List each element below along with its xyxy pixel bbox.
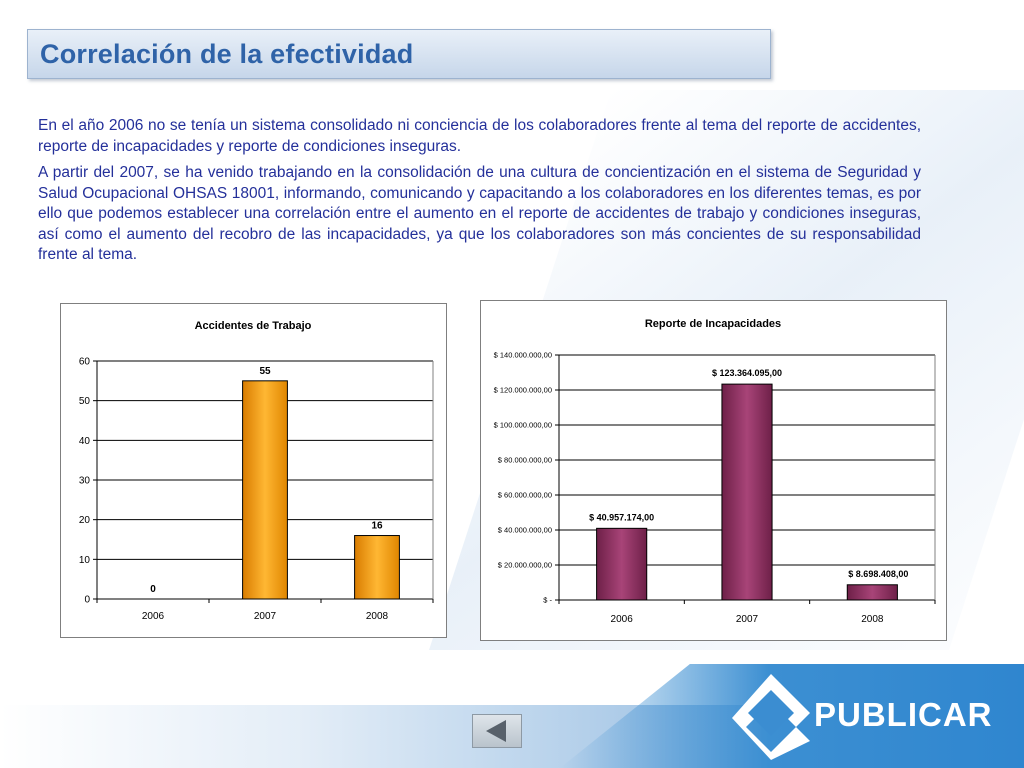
- logo-text: PUBLICAR: [814, 696, 993, 733]
- x-tick-label-2008: 2008: [861, 614, 884, 625]
- y-tick-label: $ 60.000.000,00: [498, 491, 552, 500]
- bar-2008: [354, 535, 400, 600]
- publicar-logo: PUBLICAR: [726, 668, 1006, 763]
- data-label-2006: $ 40.957.174,00: [589, 512, 654, 522]
- data-label-2008: $ 8.698.408,00: [848, 569, 908, 579]
- y-tick-label: $ 100.000.000,00: [494, 421, 552, 430]
- title-bar: Correlación de la efectividad: [27, 29, 771, 79]
- x-tick-label-2008: 2008: [366, 611, 389, 622]
- data-label-2007: 55: [259, 366, 271, 377]
- back-button[interactable]: [472, 714, 522, 748]
- y-tick-label: 50: [79, 396, 91, 407]
- slide-title: Correlación de la efectividad: [40, 39, 414, 69]
- y-tick-label: $ 20.000.000,00: [498, 561, 552, 570]
- x-tick-label-2006: 2006: [611, 614, 634, 625]
- y-tick-label: 40: [79, 436, 91, 447]
- paragraph-1: En el año 2006 no se tenía un sistema co…: [38, 117, 921, 155]
- chart-incapacidades-svg: Reporte de Incapacidades $ - $ 20.000.000,…: [494, 318, 936, 625]
- y-tick-label: $ -: [543, 596, 552, 605]
- y-tick-label: 10: [79, 555, 91, 566]
- bar-2006: [596, 527, 648, 601]
- y-tick-label: $ 40.000.000,00: [498, 526, 552, 535]
- body-text: En el año 2006 no se tenía un sistema co…: [38, 116, 921, 272]
- paragraph-2: A partir del 2007, se ha venido trabajan…: [38, 164, 921, 263]
- data-label-2007: $ 123.364.095,00: [712, 368, 782, 378]
- data-label-2006: 0: [150, 584, 156, 595]
- y-tick-label: $ 80.000.000,00: [498, 456, 552, 465]
- y-tick-label: 30: [79, 476, 91, 487]
- x-tick-label-2007: 2007: [736, 614, 759, 625]
- bar-2007: [721, 383, 773, 601]
- chart-reporte-de-incapacidades: Reporte de Incapacidades $ - $ 20.000.000,…: [480, 300, 947, 641]
- bar-2008: [846, 584, 898, 601]
- x-tick-label-2006: 2006: [142, 611, 165, 622]
- back-arrow-icon: [486, 720, 506, 742]
- chart-accidentes-svg: Accidentes de Trabajo 0 10 20 30 40 50 60 0 2006 5…: [79, 320, 434, 622]
- chart-title: Accidentes de Trabajo: [195, 320, 312, 332]
- bar-2007: [242, 380, 288, 600]
- y-tick-label: $ 120.000.000,00: [494, 386, 552, 395]
- y-tick-label: $ 140.000.000,00: [494, 351, 552, 360]
- chart-accidentes-de-trabajo: Accidentes de Trabajo 0 10 20 30 40 50 60 0 2006 5…: [60, 303, 447, 638]
- y-tick-label: 0: [84, 595, 90, 606]
- publicar-logo-icon: [732, 674, 810, 760]
- x-tick-label-2007: 2007: [254, 611, 277, 622]
- data-label-2008: 16: [371, 521, 383, 532]
- chart-title: Reporte de Incapacidades: [645, 318, 781, 330]
- y-tick-label: 20: [79, 515, 91, 526]
- y-tick-label: 60: [79, 357, 91, 368]
